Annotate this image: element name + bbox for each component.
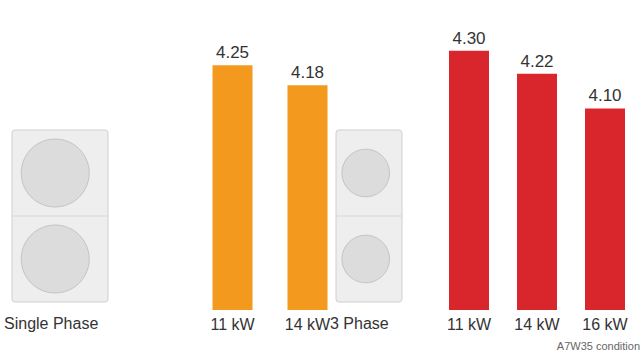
svg-text:14 kW: 14 kW — [285, 316, 331, 333]
svg-text:A7W35 condition: A7W35 condition — [557, 340, 640, 352]
svg-text:11 kW: 11 kW — [210, 316, 255, 333]
svg-text:4.22: 4.22 — [520, 52, 553, 71]
svg-text:4.25: 4.25 — [216, 43, 249, 62]
svg-text:16 kW: 16 kW — [582, 316, 628, 333]
svg-text:4.30: 4.30 — [452, 29, 485, 48]
svg-text:3 Phase: 3 Phase — [330, 315, 389, 332]
svg-text:4.10: 4.10 — [588, 86, 621, 105]
svg-text:4.18: 4.18 — [291, 63, 324, 82]
svg-text:11 kW: 11 kW — [447, 316, 492, 333]
svg-text:Single Phase: Single Phase — [4, 315, 98, 332]
svg-text:14 kW: 14 kW — [514, 316, 560, 333]
